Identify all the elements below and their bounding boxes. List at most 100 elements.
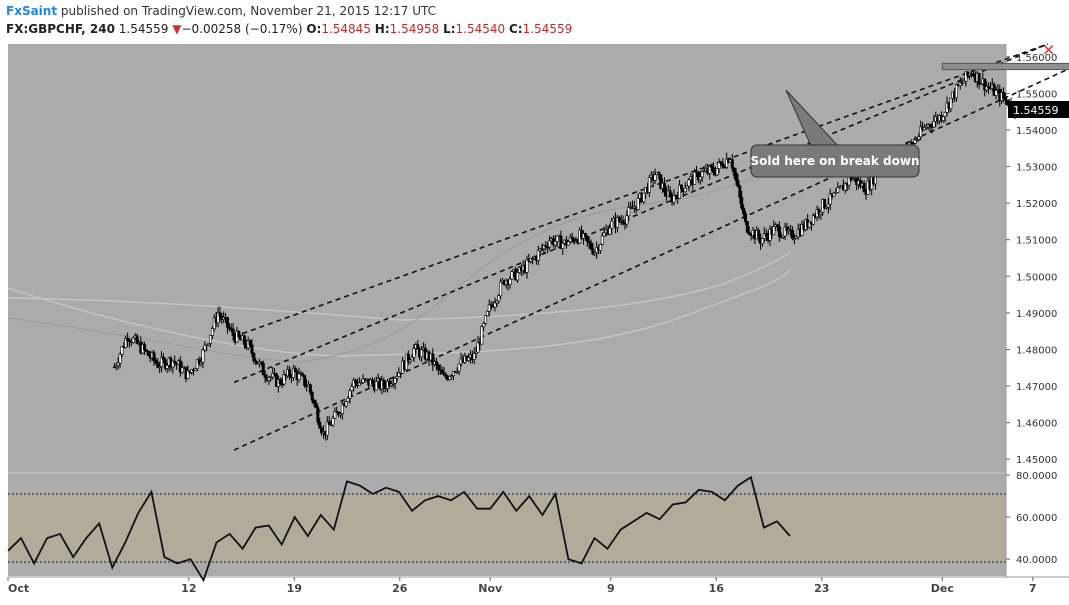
candle-body [602,232,606,237]
main-plot-area[interactable] [8,44,1006,472]
author-link[interactable]: FxSaint [6,4,58,18]
candle-body [740,196,744,209]
candle-body [178,360,182,373]
moving-average-line [7,269,791,357]
annotation-text: Sold here on break down [750,154,919,168]
candle-body [817,209,821,215]
candle-body [346,398,350,402]
candle-body [440,369,444,374]
channel-line[interactable] [233,43,1049,384]
rsi-line [7,475,791,583]
candle-body [600,235,604,245]
candle-body [209,335,213,344]
candle-body [615,216,619,228]
candle-body [794,236,798,239]
candle-body [493,302,497,308]
candle-body [436,364,440,371]
low-value: 1.54540 [455,22,506,36]
candle-body [350,386,354,392]
down-arrow-icon: ▼ [172,22,182,36]
candle-body [627,207,631,217]
last-price-tag-label: 1.54559 [1013,104,1059,117]
candle-body [303,375,307,386]
candle-body [838,186,842,189]
candle-body [348,390,352,399]
candle-body [647,177,651,193]
candle-body [529,258,533,262]
candle-body [811,215,815,225]
candle-body [826,203,830,208]
moving-average-line [7,169,771,363]
candle-body [540,248,544,250]
last-price-box [1008,101,1069,118]
candle-body [715,168,719,176]
candle-body [225,317,229,328]
close-label: C: [508,22,523,36]
candle-body [144,349,148,352]
candle-body [836,187,840,193]
candle-body [435,361,439,366]
candle-body [776,224,780,227]
price-tick-label: 1.56000 [1016,53,1057,64]
candle-body [625,215,629,225]
candle-body [922,127,926,131]
candle-body [250,344,254,354]
candle-body [333,411,337,419]
candle-body [693,171,697,185]
candle-body [171,360,175,368]
candle-body [161,356,165,360]
candle-body [197,359,201,364]
candle-body [263,374,267,378]
candle-body [444,374,448,378]
candle-body [338,413,342,416]
candle-body [135,335,139,344]
candle-body [791,230,795,239]
candle-body [730,159,734,169]
candle-body [216,312,220,324]
candle-body [237,330,241,337]
candle-body [158,366,162,368]
candle-body [487,304,491,312]
candle-body [497,295,501,302]
candle-body [156,362,160,368]
candle-body [913,139,917,144]
price-tick-label: 1.47000 [1016,382,1057,393]
candle-body [410,357,414,361]
candle-body [702,170,706,173]
candle-body [316,407,320,423]
candle-body [994,90,998,96]
candle-body [205,344,209,347]
candle-body [721,163,725,168]
candle-body [819,211,823,215]
candle-body [160,356,164,367]
candle-body [207,343,211,346]
candle-body [452,371,456,376]
candle-body [242,335,246,345]
candle-body [259,361,263,364]
channel-line[interactable] [233,43,1049,338]
candle-body [484,315,488,324]
candle-body [977,72,981,85]
candle-body [745,221,749,233]
symbol-label[interactable]: FX:GBPCHF, 240 [6,22,115,36]
time-tick-label: 19 [287,582,302,595]
candle-body [800,224,804,236]
candle-body [698,176,702,181]
low-label: L: [443,22,456,36]
candle-body [662,182,666,193]
candle-body [685,185,689,189]
candle-body [371,379,375,384]
candle-body [928,124,932,127]
candle-body [862,182,866,193]
candle-body [201,349,205,363]
candle-body [943,112,947,117]
price-tick-label: 1.50000 [1016,272,1057,283]
candle-body [180,367,184,373]
high-value: 1.54958 [389,22,440,36]
candle-body [785,226,789,232]
resistance-zone[interactable] [941,62,1069,71]
time-tick-label: 7 [1029,582,1037,595]
candle-body [772,226,776,236]
annotation-callout[interactable]: Sold here on break down [750,89,920,178]
